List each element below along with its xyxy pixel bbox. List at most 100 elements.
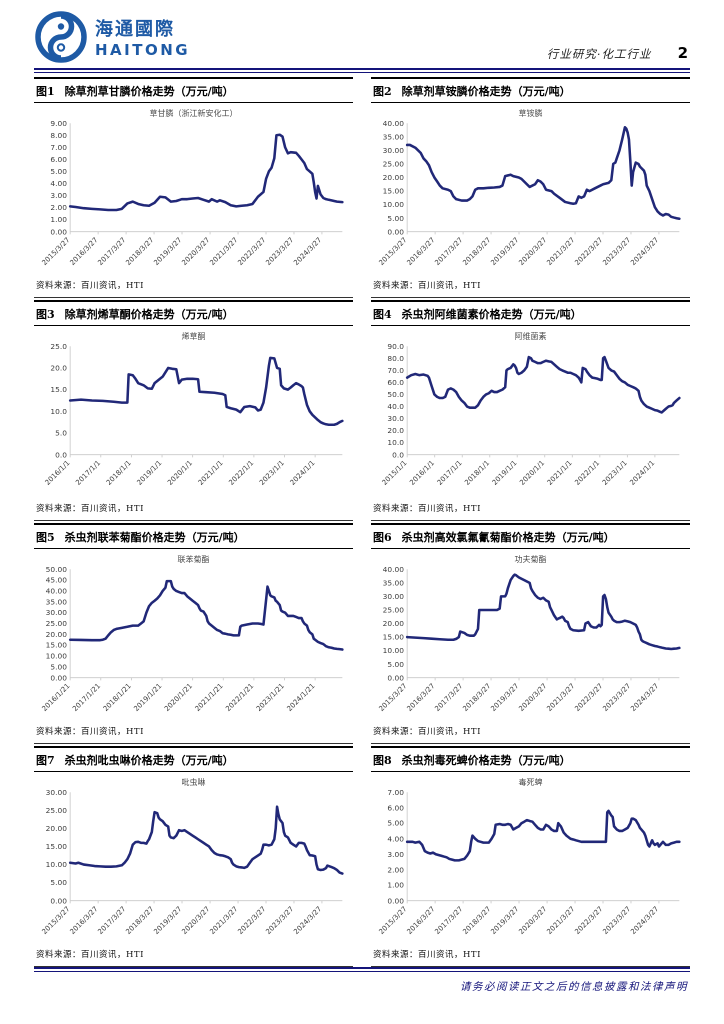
svg-text:30.00: 30.00 — [46, 788, 68, 797]
svg-text:2022/3/27: 2022/3/27 — [573, 904, 605, 936]
figure-block: 图6 杀虫剂高效氯氟氰菊酯价格走势（万元/吨） 功夫菊酯 0.00 5.00 10.… — [371, 523, 690, 745]
svg-text:2016/3/27: 2016/3/27 — [405, 904, 437, 936]
svg-text:2.00: 2.00 — [387, 865, 404, 874]
svg-text:2022/1/21: 2022/1/21 — [224, 681, 256, 713]
svg-text:30.00: 30.00 — [383, 146, 405, 155]
svg-text:6.00: 6.00 — [50, 155, 67, 164]
svg-text:10.00: 10.00 — [383, 646, 405, 655]
figure-title: 图8 杀虫剂毒死蜱价格走势（万元/吨） — [371, 746, 690, 772]
svg-text:2020/1/1: 2020/1/1 — [165, 458, 194, 487]
svg-text:20.00: 20.00 — [383, 619, 405, 628]
svg-text:40.00: 40.00 — [383, 119, 405, 128]
figure-title: 图3 除草剂烯草酮价格走势（万元/吨） — [34, 300, 353, 326]
svg-text:0.00: 0.00 — [50, 896, 67, 905]
svg-text:2024/3/27: 2024/3/27 — [292, 904, 324, 936]
svg-text:2019/3/27: 2019/3/27 — [489, 235, 521, 267]
svg-text:0.0: 0.0 — [55, 450, 67, 459]
svg-text:2018/3/27: 2018/3/27 — [124, 904, 156, 936]
figure-chart-area: 草甘膦（浙江新安化工） 0.00 1.00 2.00 3.00 4.00 5.00 6.00… — [34, 103, 353, 276]
svg-text:45.00: 45.00 — [46, 576, 68, 585]
svg-text:2015/3/27: 2015/3/27 — [377, 681, 409, 713]
svg-text:2021/1/1: 2021/1/1 — [545, 458, 574, 487]
svg-text:2016/3/27: 2016/3/27 — [405, 681, 437, 713]
svg-text:2016/3/27: 2016/3/27 — [68, 904, 100, 936]
figure-label: 图1 — [36, 85, 55, 98]
haitong-logo-icon — [35, 11, 87, 63]
figure-chart-area: 毒死蜱 0.00 1.00 2.00 3.00 4.00 5.00 6.00 7.00 2015… — [371, 772, 690, 945]
svg-text:2023/3/27: 2023/3/27 — [264, 235, 296, 267]
svg-text:2016/1/1: 2016/1/1 — [408, 458, 437, 487]
svg-text:2020/1/21: 2020/1/21 — [162, 681, 194, 713]
figure-heading: 杀虫剂吡虫啉价格走势（万元/吨） — [64, 754, 234, 767]
svg-text:2024/3/27: 2024/3/27 — [629, 681, 661, 713]
brand-name-cn: 海通國際 — [95, 19, 175, 40]
figure-source: 资料来源：百川资讯，HTI — [371, 945, 690, 968]
svg-text:2017/1/21: 2017/1/21 — [70, 681, 102, 713]
svg-text:10.00: 10.00 — [383, 200, 405, 209]
svg-text:4.00: 4.00 — [50, 179, 67, 188]
svg-text:35.00: 35.00 — [46, 597, 68, 606]
svg-text:30.0: 30.0 — [387, 414, 404, 423]
brand-text: 海通國際 HAITONG — [95, 15, 190, 59]
figure-heading: 除草剂草铵膦价格走势（万元/吨） — [401, 85, 571, 98]
svg-text:40.00: 40.00 — [383, 565, 405, 574]
figure-chart-area: 吡虫啉 0.00 5.00 10.00 15.00 20.00 25.00 30.00 201… — [34, 772, 353, 945]
svg-text:9.00: 9.00 — [50, 119, 67, 128]
figure-label: 图4 — [373, 308, 392, 321]
svg-text:20.00: 20.00 — [46, 824, 68, 833]
figure-heading: 除草剂草甘膦价格走势（万元/吨） — [64, 85, 234, 98]
figure-title: 图2 除草剂草铵膦价格走势（万元/吨） — [371, 77, 690, 103]
svg-text:15.0: 15.0 — [50, 385, 67, 394]
figure-label: 图5 — [36, 531, 55, 544]
svg-text:2020/3/27: 2020/3/27 — [180, 904, 212, 936]
svg-text:2024/1/1: 2024/1/1 — [288, 458, 317, 487]
svg-text:7.00: 7.00 — [50, 143, 67, 152]
svg-text:5.00: 5.00 — [387, 214, 404, 223]
svg-text:1.00: 1.00 — [50, 215, 67, 224]
svg-text:2020/3/27: 2020/3/27 — [517, 235, 549, 267]
svg-text:0.0: 0.0 — [392, 450, 404, 459]
chart-legend: 草铵膦 — [518, 109, 543, 118]
line-chart: 0.00 1.00 2.00 3.00 4.00 5.00 6.00 7.00 8.00 9.00… — [40, 119, 344, 267]
svg-text:2023/1/1: 2023/1/1 — [257, 458, 286, 487]
figure-title: 图6 杀虫剂高效氯氟氰菊酯价格走势（万元/吨） — [371, 523, 690, 549]
figure-block: 图5 杀虫剂联苯菊酯价格走势（万元/吨） 联苯菊酯 0.00 5.00 10.00 1… — [34, 523, 353, 745]
svg-text:2019/1/21: 2019/1/21 — [132, 681, 164, 713]
svg-text:2018/1/21: 2018/1/21 — [101, 681, 133, 713]
svg-text:2022/3/27: 2022/3/27 — [573, 681, 605, 713]
line-chart: 0.00 5.00 10.00 15.00 20.00 25.00 30.00 35.00 40… — [377, 119, 681, 267]
chart-legend: 烯草酮 — [181, 332, 206, 341]
chart-legend: 阿维菌素 — [514, 332, 547, 341]
svg-text:2021/3/27: 2021/3/27 — [545, 904, 577, 936]
svg-text:2019/3/27: 2019/3/27 — [489, 904, 521, 936]
svg-text:2017/3/27: 2017/3/27 — [433, 904, 465, 936]
chart-legend: 功夫菊酯 — [514, 555, 547, 564]
svg-text:2021/1/1: 2021/1/1 — [196, 458, 225, 487]
svg-text:15.00: 15.00 — [383, 633, 405, 642]
header-divider — [34, 68, 690, 73]
figure-source: 资料来源：百川资讯，HTI — [371, 499, 690, 522]
svg-text:10.0: 10.0 — [50, 407, 67, 416]
svg-text:15.00: 15.00 — [46, 842, 68, 851]
svg-text:5.0: 5.0 — [55, 429, 67, 438]
figure-label: 图6 — [373, 531, 392, 544]
figure-chart-area: 草铵膦 0.00 5.00 10.00 15.00 20.00 25.00 30.00 35.… — [371, 103, 690, 276]
svg-text:0.00: 0.00 — [387, 227, 404, 236]
svg-text:2015/3/27: 2015/3/27 — [40, 904, 72, 936]
svg-text:0.00: 0.00 — [387, 896, 404, 905]
svg-text:2021/3/27: 2021/3/27 — [545, 235, 577, 267]
page-footer: 请务必阅读正文之后的信息披露和法律声明 — [0, 967, 724, 994]
svg-text:2020/3/27: 2020/3/27 — [180, 235, 212, 267]
figure-block: 图4 杀虫剂阿维菌素价格走势（万元/吨） 阿维菌素 0.0 10.0 20.0 30.… — [371, 300, 690, 522]
figure-chart-area: 烯草酮 0.0 5.0 10.0 15.0 20.0 25.0 2016/1/1 2017/1… — [34, 326, 353, 499]
figure-title: 图7 杀虫剂吡虫啉价格走势（万元/吨） — [34, 746, 353, 772]
svg-text:10.00: 10.00 — [46, 652, 68, 661]
svg-text:2017/1/1: 2017/1/1 — [74, 458, 103, 487]
svg-text:2024/3/27: 2024/3/27 — [629, 904, 661, 936]
svg-text:2023/3/27: 2023/3/27 — [601, 904, 633, 936]
svg-text:2017/3/27: 2017/3/27 — [96, 235, 128, 267]
figure-heading: 杀虫剂高效氯氟氰菊酯价格走势（万元/吨） — [401, 531, 615, 544]
figure-block: 图2 除草剂草铵膦价格走势（万元/吨） 草铵膦 0.00 5.00 10.00 15.… — [371, 77, 690, 299]
